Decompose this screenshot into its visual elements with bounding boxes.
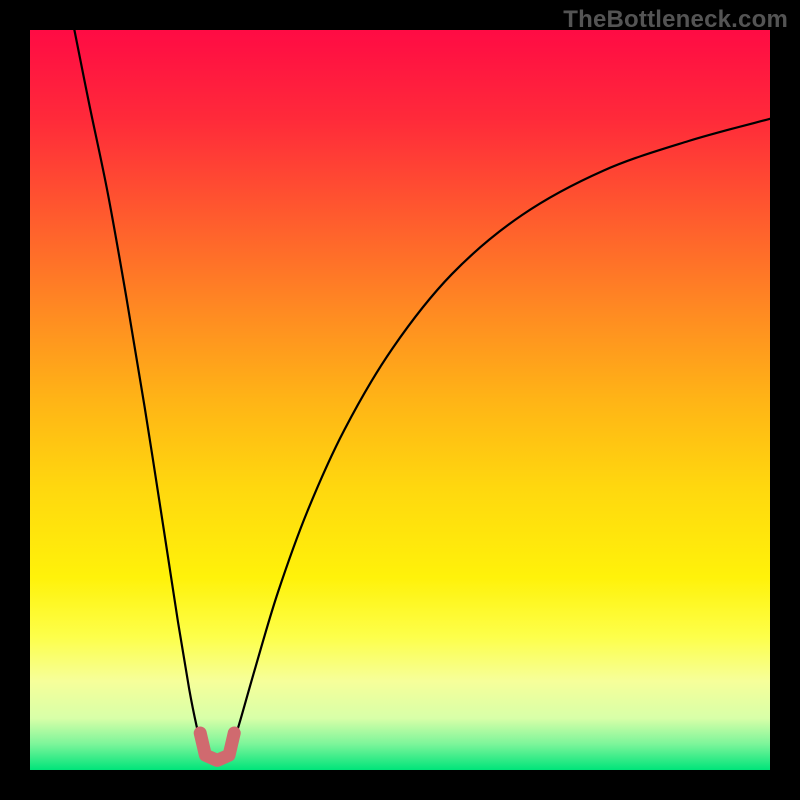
plot-background [30,30,770,770]
watermark-text: TheBottleneck.com [563,6,788,34]
chart-frame: TheBottleneck.com [0,0,800,800]
bottleneck-chart [0,0,800,800]
